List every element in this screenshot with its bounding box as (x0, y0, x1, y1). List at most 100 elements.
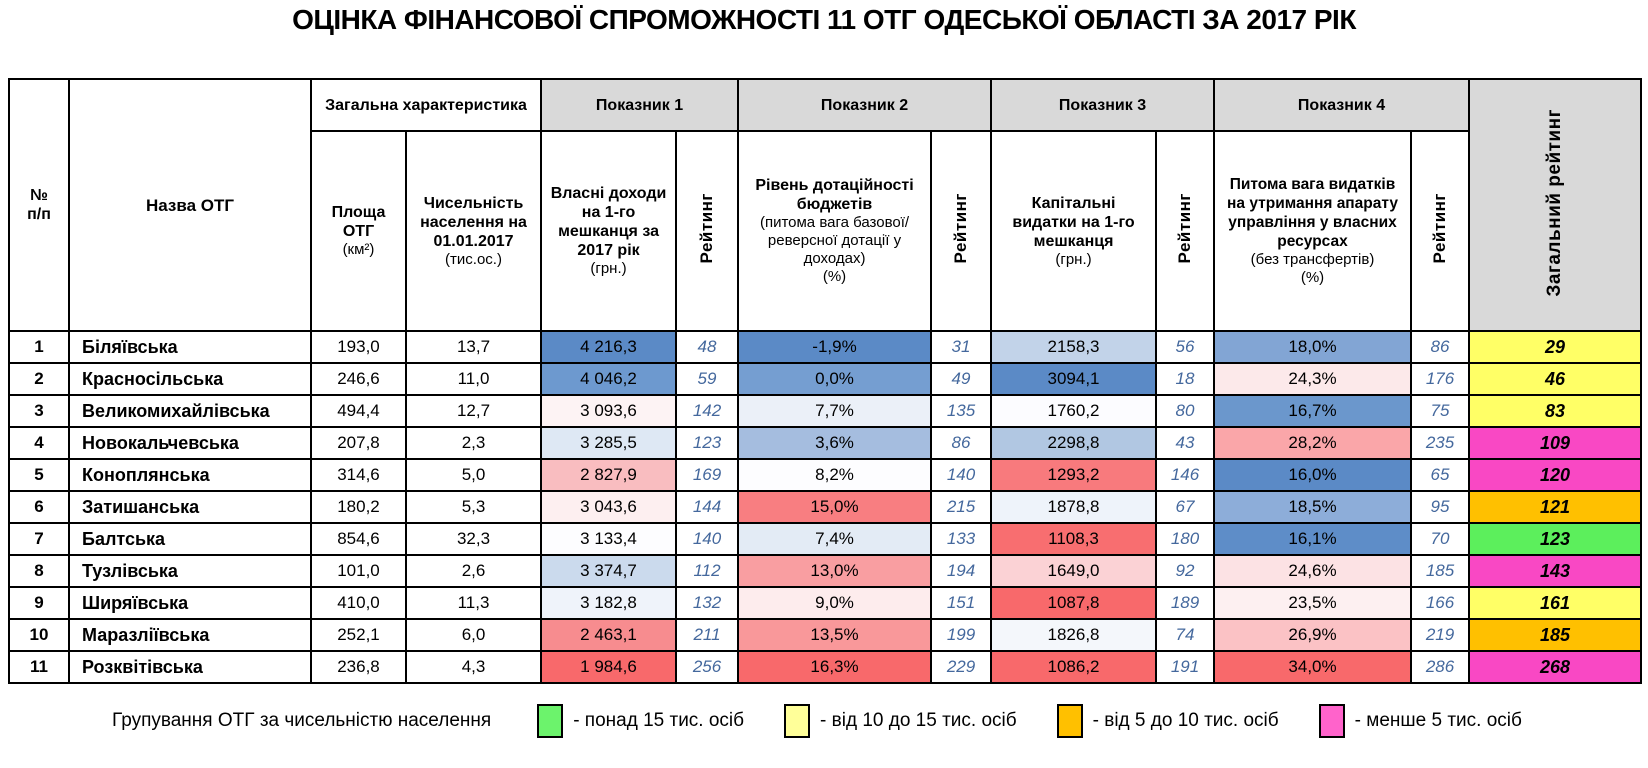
indicator-4-rating: 185 (1410, 554, 1471, 588)
otg-name: Маразліївська (68, 618, 312, 652)
indicator-1-value: 3 285,5 (540, 426, 678, 460)
otg-name: Красносільська (68, 362, 312, 396)
indicator-4-rating: 219 (1410, 618, 1471, 652)
indicator-1-value: 2 463,1 (540, 618, 678, 652)
legend: Групування ОТГ за чисельністю населення … (112, 704, 1562, 738)
indicator-4-rating: 166 (1410, 586, 1471, 620)
group-header-indicator-3: Показник 3 (990, 78, 1216, 132)
col-header-total-rating: Загальний рейтинг (1468, 78, 1643, 332)
row-number: 1 (8, 330, 70, 364)
total-rating: 161 (1468, 586, 1643, 620)
indicator-1-rating: 123 (675, 426, 740, 460)
indicator-2-value: -1,9% (737, 330, 933, 364)
area-value: 193,0 (310, 330, 407, 364)
population-value: 12,7 (404, 394, 543, 428)
indicator-1-value: 3 374,7 (540, 554, 678, 588)
indicator-3-value: 1086,2 (990, 650, 1158, 684)
otg-name: Балтська (68, 522, 312, 556)
row-number: 9 (8, 586, 70, 620)
otg-name: Коноплянська (68, 458, 312, 492)
population-value: 2,6 (404, 554, 543, 588)
indicator-3-rating: 56 (1155, 330, 1216, 364)
otg-name: Біляївська (68, 330, 312, 364)
col-header-name: Назва ОТГ (68, 78, 312, 332)
area-value: 854,6 (310, 522, 407, 556)
total-rating: 120 (1468, 458, 1643, 492)
indicator-4-value: 34,0% (1213, 650, 1413, 684)
indicator-2-rating: 135 (930, 394, 993, 428)
area-value: 180,2 (310, 490, 407, 524)
indicator-2-value: 13,5% (737, 618, 933, 652)
indicator-4-rating: 176 (1410, 362, 1471, 396)
indicator-2-value: 16,3% (737, 650, 933, 684)
otg-name: Ширяївська (68, 586, 312, 620)
indicator-4-value: 16,0% (1213, 458, 1413, 492)
table-row: 6 Затишанська 180,2 5,3 3 043,6 144 15,0… (8, 490, 1643, 524)
indicator-2-rating: 215 (930, 490, 993, 524)
table-row: 10 Маразліївська 252,1 6,0 2 463,1 211 1… (8, 618, 1643, 652)
indicator-4-value: 16,7% (1213, 394, 1413, 428)
total-rating: 83 (1468, 394, 1643, 428)
num-header-main: № (30, 187, 48, 204)
col-header-own-income: Власні доходи на 1-го мешканця за 2017 р… (540, 130, 678, 332)
col-header-num: № п/п (8, 78, 70, 332)
indicator-4-rating: 75 (1410, 394, 1471, 428)
indicator-2-value: 0,0% (737, 362, 933, 396)
col-header-rating-1: Рейтинг (675, 130, 740, 332)
indicator-1-rating: 256 (675, 650, 740, 684)
area-value: 246,6 (310, 362, 407, 396)
row-number: 7 (8, 522, 70, 556)
indicator-1-rating: 142 (675, 394, 740, 428)
indicator-2-value: 8,2% (737, 458, 933, 492)
indicator-1-rating: 132 (675, 586, 740, 620)
row-number: 11 (8, 650, 70, 684)
indicator-1-value: 3 093,6 (540, 394, 678, 428)
area-value: 252,1 (310, 618, 407, 652)
table-row: 9 Ширяївська 410,0 11,3 3 182,8 132 9,0%… (8, 586, 1643, 620)
indicator-2-rating: 140 (930, 458, 993, 492)
row-number: 5 (8, 458, 70, 492)
indicator-2-rating: 133 (930, 522, 993, 556)
indicator-4-rating: 286 (1410, 650, 1471, 684)
indicator-1-rating: 144 (675, 490, 740, 524)
col-header-rating-3: Рейтинг (1155, 130, 1216, 332)
total-rating: 268 (1468, 650, 1643, 684)
table-row: 2 Красносільська 246,6 11,0 4 046,2 59 0… (8, 362, 1643, 396)
indicator-3-rating: 80 (1155, 394, 1216, 428)
table-row: 11 Розквітівська 236,8 4,3 1 984,6 256 1… (8, 650, 1643, 684)
indicator-2-rating: 86 (930, 426, 993, 460)
indicator-2-value: 7,4% (737, 522, 933, 556)
indicator-4-rating: 65 (1410, 458, 1471, 492)
indicator-3-value: 1108,3 (990, 522, 1158, 556)
indicator-3-value: 1087,8 (990, 586, 1158, 620)
indicator-1-value: 4 046,2 (540, 362, 678, 396)
area-value: 494,4 (310, 394, 407, 428)
table-row: 1 Біляївська 193,0 13,7 4 216,3 48 -1,9%… (8, 330, 1643, 364)
area-value: 410,0 (310, 586, 407, 620)
indicator-2-value: 13,0% (737, 554, 933, 588)
population-value: 32,3 (404, 522, 543, 556)
indicator-3-rating: 74 (1155, 618, 1216, 652)
legend-item-5-10k: - від 5 до 10 тис. осіб (1056, 704, 1279, 738)
indicator-3-rating: 18 (1155, 362, 1216, 396)
group-header-indicator-1: Показник 1 (540, 78, 740, 132)
row-number: 3 (8, 394, 70, 428)
row-number: 4 (8, 426, 70, 460)
indicator-3-value: 1878,8 (990, 490, 1158, 524)
indicator-1-rating: 140 (675, 522, 740, 556)
indicator-1-rating: 169 (675, 458, 740, 492)
population-value: 4,3 (404, 650, 543, 684)
legend-label: Групування ОТГ за чисельністю населення (112, 710, 492, 731)
indicator-1-value: 3 043,6 (540, 490, 678, 524)
otg-name: Тузлівська (68, 554, 312, 588)
col-header-rating-2: Рейтинг (930, 130, 993, 332)
indicator-2-value: 3,6% (737, 426, 933, 460)
col-header-population: Чисельність населення на 01.01.2017 (тис… (404, 130, 543, 332)
total-rating: 185 (1468, 618, 1643, 652)
indicator-1-rating: 112 (675, 554, 740, 588)
group-header-general: Загальна характеристика (309, 78, 543, 132)
indicator-4-value: 23,5% (1213, 586, 1413, 620)
population-value: 6,0 (404, 618, 543, 652)
population-value: 11,3 (404, 586, 543, 620)
indicator-1-value: 3 133,4 (540, 522, 678, 556)
